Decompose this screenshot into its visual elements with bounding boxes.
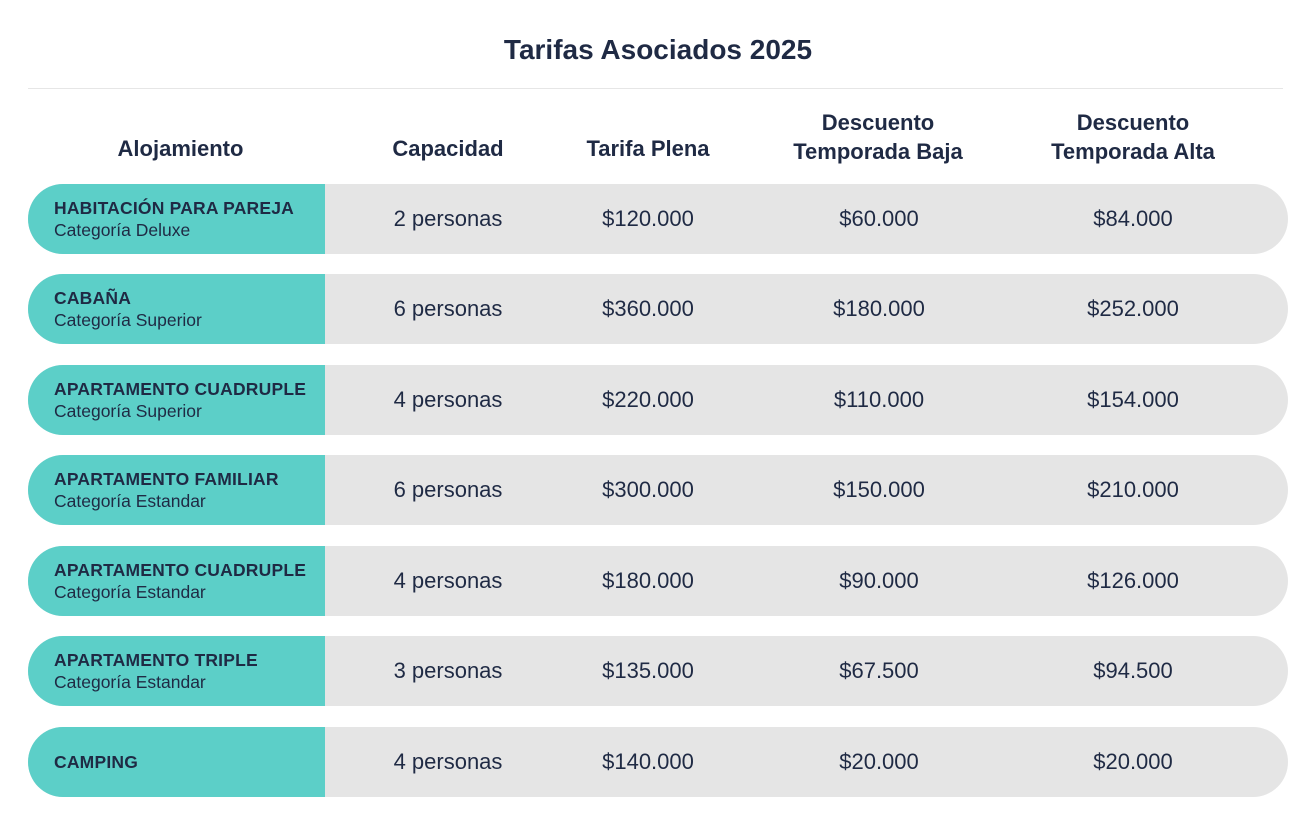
full-rate-cell: $300.000 [602,477,694,502]
header-descuento-temporada-alta: Descuento Temporada Alta [1003,104,1263,170]
full-rate-cell: $140.000 [602,749,694,774]
accommodation-name: APARTAMENTO CUADRUPLE [54,559,307,580]
accommodation-category: Categoría Estandar [54,581,206,602]
full-rate-cell: $180.000 [602,568,694,593]
header-alta-line2: Temporada Alta [1051,139,1215,164]
header-alta-line1: Descuento [1076,110,1190,135]
accommodation-cell: APARTAMENTO CUADRUPLE Categoría Estandar [28,546,325,616]
high-season-cell: $252.000 [1087,296,1179,321]
accommodation-category: Categoría Estandar [54,671,206,692]
high-season-cell: $84.000 [1093,206,1173,231]
accommodation-name: APARTAMENTO TRIPLE [54,649,258,670]
high-season-cell: $126.000 [1087,568,1179,593]
capacity-cell: 6 personas [393,477,503,502]
accommodation-name: APARTAMENTO CUADRUPLE [54,378,307,399]
accommodation-cell: HABITACIÓN PARA PAREJA Categoría Deluxe [28,184,325,254]
low-season-cell: $90.000 [839,568,919,593]
page-title: Tarifas Asociados 2025 [503,34,813,65]
low-season-cell: $150.000 [833,477,925,502]
high-season-cell: $210.000 [1087,477,1179,502]
table-row: APARTAMENTO CUADRUPLE Categoría Estandar… [28,546,1288,616]
full-rate-cell: $120.000 [602,206,694,231]
header-baja-line2: Temporada Baja [793,139,963,164]
table-row: CABAÑA Categoría Superior 6 personas $36… [28,274,1288,344]
full-rate-cell: $220.000 [602,387,694,412]
high-season-cell: $20.000 [1093,749,1173,774]
table-row: APARTAMENTO CUADRUPLE Categoría Superior… [28,365,1288,435]
header-alojamiento: Alojamiento [117,135,244,161]
capacity-cell: 3 personas [393,658,503,683]
accommodation-cell: CABAÑA Categoría Superior [28,274,325,344]
accommodation-cell: APARTAMENTO FAMILIAR Categoría Estandar [28,455,325,525]
accommodation-category: Categoría Superior [54,309,202,330]
capacity-cell: 2 personas [393,206,503,231]
accommodation-name: CAMPING [54,752,139,772]
low-season-cell: $67.500 [839,658,919,683]
high-season-cell: $154.000 [1087,387,1179,412]
capacity-cell: 6 personas [393,296,503,321]
accommodation-cell: APARTAMENTO TRIPLE Categoría Estandar [28,636,325,706]
accommodation-name: CABAÑA [54,287,132,308]
low-season-cell: $110.000 [833,387,925,412]
accommodation-name: HABITACIÓN PARA PAREJA [54,197,295,218]
low-season-cell: $60.000 [839,206,919,231]
header-descuento-temporada-baja: Descuento Temporada Baja [748,104,1008,170]
header-tarifa-plena: Tarifa Plena [586,135,710,161]
capacity-cell: 4 personas [393,568,503,593]
header-baja-line1: Descuento [821,110,935,135]
capacity-cell: 4 personas [393,749,503,774]
full-rate-cell: $135.000 [602,658,694,683]
capacity-cell: 4 personas [393,387,503,412]
table-row: CAMPING 4 personas $140.000 $20.000 $20.… [28,727,1288,797]
accommodation-category: Categoría Deluxe [54,219,191,240]
accommodation-category: Categoría Superior [54,400,202,421]
low-season-cell: $180.000 [833,296,925,321]
title-divider [28,88,1283,89]
accommodation-name: APARTAMENTO FAMILIAR [54,468,279,489]
header-capacidad: Capacidad [392,135,504,161]
table-row: APARTAMENTO FAMILIAR Categoría Estandar … [28,455,1288,525]
table-row: HABITACIÓN PARA PAREJA Categoría Deluxe … [28,184,1288,254]
accommodation-cell: CAMPING [28,727,325,797]
accommodation-category: Categoría Estandar [54,490,206,511]
high-season-cell: $94.500 [1093,658,1173,683]
accommodation-cell: APARTAMENTO CUADRUPLE Categoría Superior [28,365,325,435]
full-rate-cell: $360.000 [602,296,694,321]
low-season-cell: $20.000 [839,749,919,774]
table-header: Alojamiento Capacidad Tarifa Plena Descu… [28,104,1288,170]
table-row: APARTAMENTO TRIPLE Categoría Estandar 3 … [28,636,1288,706]
